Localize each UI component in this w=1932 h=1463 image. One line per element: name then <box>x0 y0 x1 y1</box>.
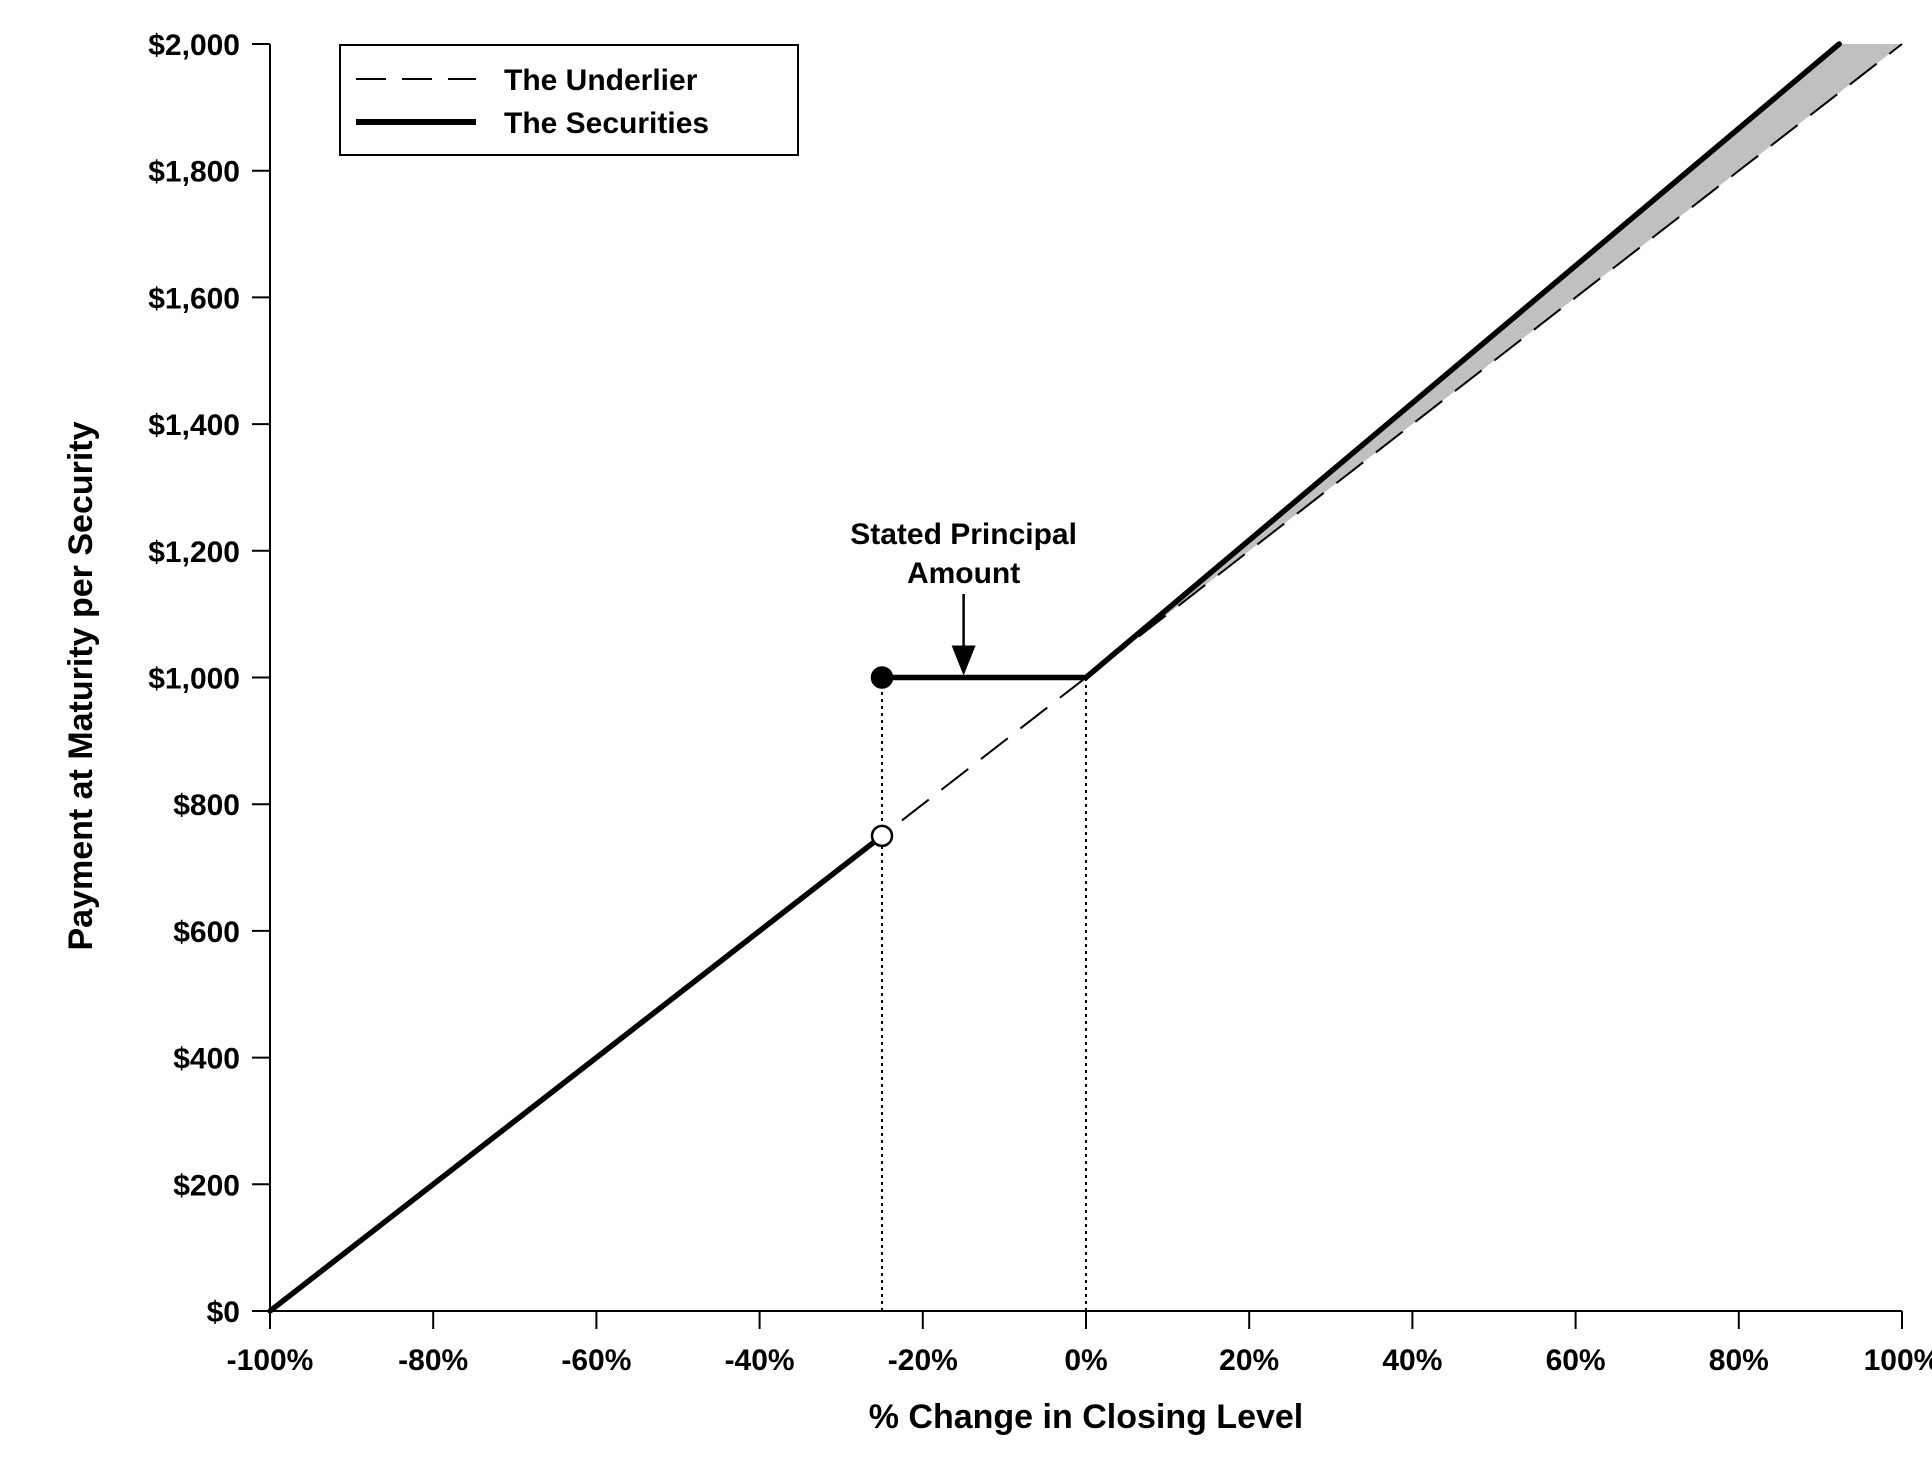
x-tick-label: 80% <box>1709 1344 1769 1377</box>
legend-securities-label: The Securities <box>504 107 709 140</box>
open-marker <box>870 824 894 848</box>
legend: The Underlier The Securities <box>339 44 799 156</box>
y-tick-label: $800 <box>173 789 240 822</box>
x-tick-label: -60% <box>561 1344 631 1377</box>
x-tick-label: 60% <box>1546 1344 1606 1377</box>
x-tick-label: 100% <box>1864 1344 1932 1377</box>
annotation-line-0: Stated Principal <box>850 518 1077 551</box>
x-tick-label: -100% <box>227 1344 314 1377</box>
filled-marker <box>870 666 894 689</box>
y-tick-label: $1,400 <box>148 409 240 442</box>
y-tick-label: $200 <box>173 1169 240 1202</box>
y-tick-label: $2,000 <box>148 29 240 62</box>
legend-box <box>339 44 799 156</box>
y-tick-label: $1,000 <box>148 663 240 696</box>
annotation-line-1: Amount <box>907 557 1020 590</box>
x-tick-label: 40% <box>1382 1344 1442 1377</box>
y-axis-title: Payment at Maturity per Security <box>62 421 100 950</box>
x-tick-label: -80% <box>398 1344 468 1377</box>
x-tick-label: 20% <box>1219 1344 1279 1377</box>
y-tick-label: $0 <box>207 1296 240 1329</box>
y-tick-label: $1,200 <box>148 536 240 569</box>
y-tick-label: $600 <box>173 916 240 949</box>
y-tick-label: $400 <box>173 1043 240 1076</box>
x-tick-label: -40% <box>725 1344 795 1377</box>
securities-series-segment-0 <box>267 833 885 1314</box>
y-tick-label: $1,600 <box>148 282 240 315</box>
x-tick-label: -20% <box>888 1344 958 1377</box>
y-tick-label: $1,800 <box>148 156 240 189</box>
legend-underlier-label: The Underlier <box>504 64 698 97</box>
securities-series-segment-2 <box>1083 41 1842 681</box>
x-tick-label: 0% <box>1064 1344 1107 1377</box>
annotation-arrow-head <box>951 645 976 676</box>
x-axis-title: % Change in Closing Level <box>869 1398 1304 1436</box>
